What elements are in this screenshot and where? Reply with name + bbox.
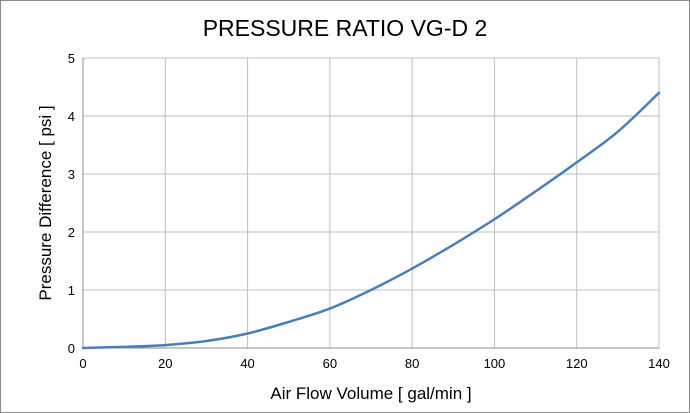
x-tick-label: 120: [566, 356, 588, 371]
x-tick-label: 140: [648, 356, 670, 371]
x-tick-label: 0: [79, 356, 86, 371]
plot-area: [83, 58, 659, 348]
chart-title: PRESSURE RATIO VG-D 2: [203, 15, 488, 41]
x-tick-label: 80: [405, 356, 419, 371]
series-layer: [81, 91, 661, 350]
series-line-pressure: [81, 91, 661, 350]
y-tick-label: 5: [68, 51, 75, 66]
y-axis-title: Pressure Difference [ psi ]: [36, 105, 55, 300]
y-tick-label: 4: [68, 109, 75, 124]
x-tick-label: 100: [484, 356, 506, 371]
x-tick-label: 60: [323, 356, 337, 371]
x-axis-title: Air Flow Volume [ gal/min ]: [270, 384, 471, 403]
y-tick-label: 1: [68, 283, 75, 298]
y-tick-label: 0: [68, 341, 75, 356]
x-tick-label: 20: [158, 356, 172, 371]
y-tick-label: 3: [68, 167, 75, 182]
x-tick-label: 40: [240, 356, 254, 371]
tick-labels: 0 20 40 60 80 100 120 140 0 1 2 3 4 5: [68, 51, 670, 371]
y-tick-label: 2: [68, 225, 75, 240]
